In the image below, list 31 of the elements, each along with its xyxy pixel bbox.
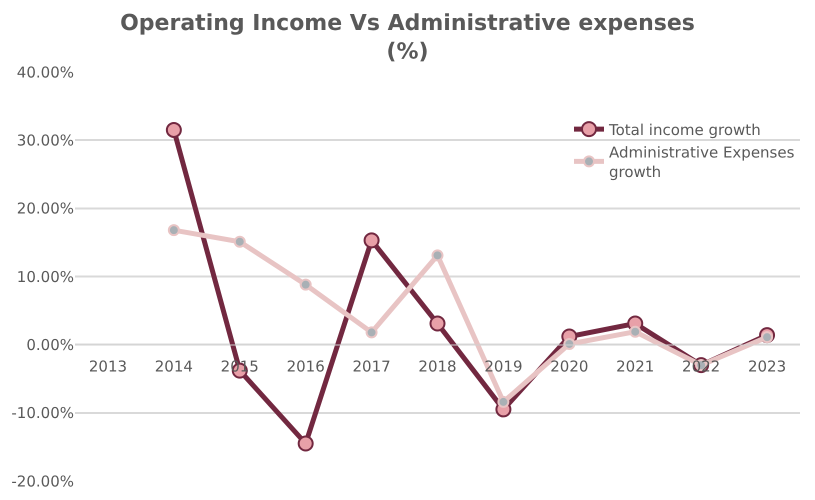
legend-label: Total income growth bbox=[608, 121, 761, 139]
point bbox=[166, 122, 182, 138]
x-tick-label: 2020 bbox=[550, 358, 588, 376]
x-tick-label: 2019 bbox=[484, 358, 523, 376]
point bbox=[298, 436, 314, 452]
legend-label: Administrative Expenses growth bbox=[609, 144, 795, 181]
x-tick-label: 2016 bbox=[286, 358, 325, 376]
y-tick-label: 10.00% bbox=[16, 268, 74, 286]
point bbox=[629, 326, 642, 338]
x-tick-label: 2021 bbox=[616, 358, 654, 376]
x-tick-label: 2018 bbox=[418, 358, 457, 376]
point bbox=[300, 278, 312, 291]
point bbox=[168, 224, 180, 236]
point bbox=[364, 232, 380, 248]
x-tick-label: 2023 bbox=[748, 358, 786, 376]
x-tick-label: 2014 bbox=[154, 358, 193, 376]
point bbox=[497, 396, 510, 408]
y-tick-label: 20.00% bbox=[16, 200, 74, 218]
point bbox=[430, 316, 446, 332]
y-tick-label: -20.00% bbox=[11, 472, 74, 490]
chart-title: Operating Income Vs Administrative expenses (%) bbox=[120, 11, 695, 65]
y-tick-label: -10.00% bbox=[11, 404, 74, 422]
y-tick-label: 40.00% bbox=[16, 63, 74, 82]
point bbox=[234, 236, 246, 248]
point bbox=[563, 338, 576, 350]
y-tick-label: 0.00% bbox=[26, 336, 74, 354]
y-tick-label: 30.00% bbox=[16, 131, 74, 150]
point bbox=[366, 326, 378, 338]
x-tick-label: 2013 bbox=[88, 358, 128, 376]
point bbox=[432, 249, 444, 262]
x-tick-label: 2017 bbox=[352, 358, 391, 376]
